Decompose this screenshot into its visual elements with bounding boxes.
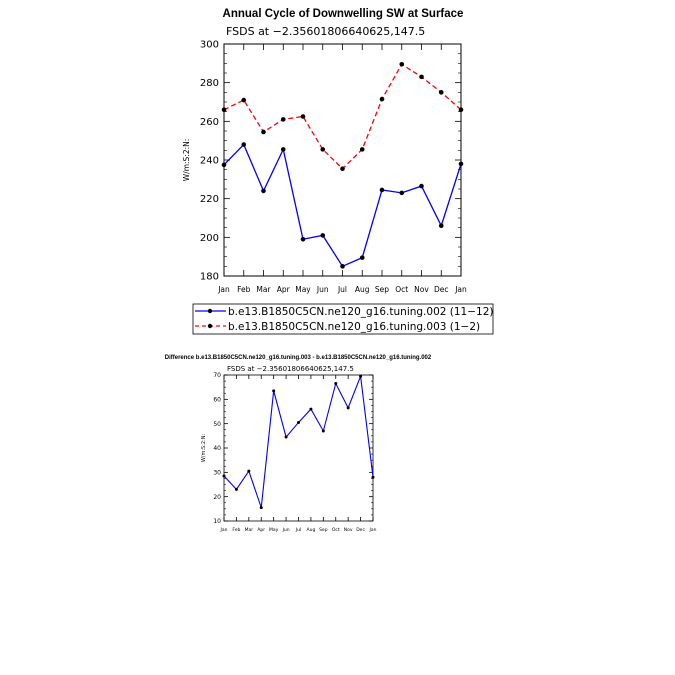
y-tick-label: 220 (200, 194, 219, 205)
annual-cycle-chart: Annual Cycle of Downwelling SW at Surfac… (182, 8, 467, 294)
chart-title: Annual Cycle of Downwelling SW at Surfac… (223, 8, 464, 20)
y-tick-label: 300 (200, 40, 219, 51)
y-tick-label: 60 (213, 396, 221, 403)
x-tick-label: Oct (395, 285, 408, 294)
data-point (340, 264, 345, 269)
data-point (284, 435, 288, 439)
x-tick-label: Dec (356, 527, 365, 533)
x-tick-label: Mar (256, 285, 271, 294)
y-tick-label: 260 (200, 117, 219, 128)
x-tick-label: May (269, 527, 279, 533)
data-point (297, 420, 300, 424)
data-point (222, 474, 226, 478)
series-line-2 (223, 63, 462, 170)
data-point (272, 389, 276, 393)
data-point (247, 469, 251, 473)
x-tick-label: Nov (414, 285, 429, 294)
data-point (261, 129, 266, 135)
plot-frame (223, 43, 462, 277)
legend-label-series-2: b.e13.B1850C5CN.ne120_g16.tuning.003 (1−… (228, 321, 480, 333)
data-point (320, 233, 326, 238)
x-tick-label: Jan (217, 285, 230, 294)
x-tick-label: Jun (282, 527, 290, 533)
x-tick-label: Jun (316, 285, 329, 294)
x-tick-label: May (295, 285, 311, 294)
data-point (359, 374, 363, 378)
data-point (241, 97, 247, 103)
y-tick-label: 50 (213, 421, 221, 428)
y-tick-label: 40 (213, 445, 221, 452)
x-tick-label: Sep (375, 285, 389, 294)
x-tick-label: Mar (245, 527, 254, 533)
data-point (438, 90, 444, 95)
x-tick-label: Sep (319, 527, 328, 533)
x-tick-label: Aug (307, 527, 316, 533)
legend-marker-series-2 (207, 323, 213, 329)
data-point (221, 107, 227, 113)
legend-box (192, 303, 494, 335)
y-tick-label: 20 (213, 494, 221, 501)
data-point (321, 429, 325, 433)
x-tick-label: Apr (277, 285, 291, 294)
data-point (280, 147, 286, 152)
series-line-1 (223, 143, 462, 268)
x-tick-label: Aug (355, 285, 370, 294)
x-tick-label: Nov (344, 527, 353, 533)
data-point (320, 147, 326, 152)
data-point (399, 190, 405, 196)
data-point (359, 147, 365, 152)
x-tick-label: Jan (220, 527, 228, 533)
x-tick-label: Feb (232, 527, 240, 533)
x-tick-label: Oct (332, 527, 340, 533)
data-point (300, 114, 306, 119)
data-point (259, 506, 263, 510)
y-axis-label: W/m:S:2:N: (182, 139, 191, 182)
data-point (346, 406, 350, 410)
data-point (438, 223, 444, 229)
difference-y-axis-label: W/m:S:2:N: (201, 434, 207, 463)
x-tick-label: Jul (295, 527, 301, 533)
difference-subtitle: FSDS at −2.35601806640625,147.5 (227, 365, 354, 373)
difference-title: Difference b.e13.B1850C5CN.ne120_g16.tun… (165, 355, 432, 361)
y-tick-label: 180 (200, 272, 219, 283)
y-tick-label: 280 (200, 78, 219, 89)
legend: b.e13.B1850C5CN.ne120_g16.tuning.002 (11… (192, 303, 494, 335)
x-tick-label: Dec (434, 285, 449, 294)
data-point (419, 74, 424, 80)
data-point (458, 107, 464, 113)
x-tick-label: Feb (237, 285, 251, 294)
data-point (458, 161, 464, 167)
y-tick-label: 30 (213, 469, 221, 476)
y-tick-label: 200 (200, 233, 219, 244)
legend-marker-series-1 (207, 308, 213, 314)
data-point (359, 255, 365, 260)
data-point (379, 187, 385, 193)
x-tick-label: Jul (337, 285, 347, 294)
x-tick-label: Jan (369, 527, 377, 533)
y-tick-label: 70 (213, 372, 221, 379)
series-line-1 (223, 376, 374, 508)
data-point (261, 188, 266, 194)
data-point (300, 236, 306, 242)
data-point (309, 407, 313, 411)
plot-frame (223, 374, 374, 522)
data-point (334, 382, 338, 386)
data-point (241, 142, 247, 147)
x-tick-label: Jan (454, 285, 467, 294)
data-point (379, 96, 385, 102)
data-point (419, 183, 424, 189)
data-point (371, 475, 375, 479)
legend-label-series-1: b.e13.B1850C5CN.ne120_g16.tuning.002 (11… (228, 306, 493, 318)
data-point (340, 166, 345, 171)
y-tick-label: 10 (213, 518, 221, 525)
chart-subtitle: FSDS at −2.35601806640625,147.5 (226, 25, 425, 38)
data-point (234, 487, 238, 491)
y-tick-label: 240 (200, 156, 219, 167)
data-point (280, 117, 286, 122)
x-tick-label: Apr (257, 527, 265, 533)
data-point (399, 62, 405, 67)
data-point (221, 162, 227, 168)
difference-chart: Difference b.e13.B1850C5CN.ne120_g16.tun… (165, 355, 432, 533)
